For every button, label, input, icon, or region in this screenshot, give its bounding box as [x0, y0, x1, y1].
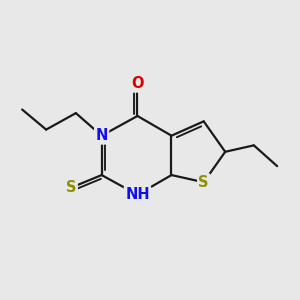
Text: S: S: [66, 180, 76, 195]
Text: N: N: [95, 128, 108, 143]
Text: S: S: [199, 175, 209, 190]
Text: O: O: [131, 76, 144, 91]
Text: NH: NH: [125, 187, 150, 202]
